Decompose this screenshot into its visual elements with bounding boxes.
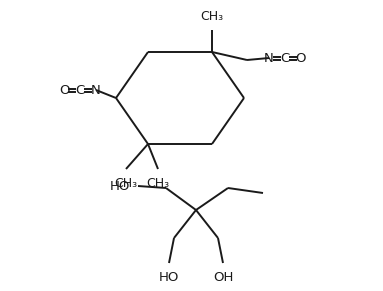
Text: HO: HO: [110, 180, 130, 193]
Text: C: C: [280, 52, 290, 65]
Text: CH₃: CH₃: [200, 10, 224, 23]
Text: OH: OH: [213, 271, 233, 284]
Text: CH₃: CH₃: [146, 177, 170, 190]
Text: HO: HO: [159, 271, 179, 284]
Text: CH₃: CH₃: [115, 177, 137, 190]
Text: N: N: [91, 84, 101, 97]
Text: O: O: [59, 84, 69, 97]
Text: O: O: [296, 52, 306, 65]
Text: N: N: [264, 52, 274, 65]
Text: C: C: [75, 84, 85, 97]
